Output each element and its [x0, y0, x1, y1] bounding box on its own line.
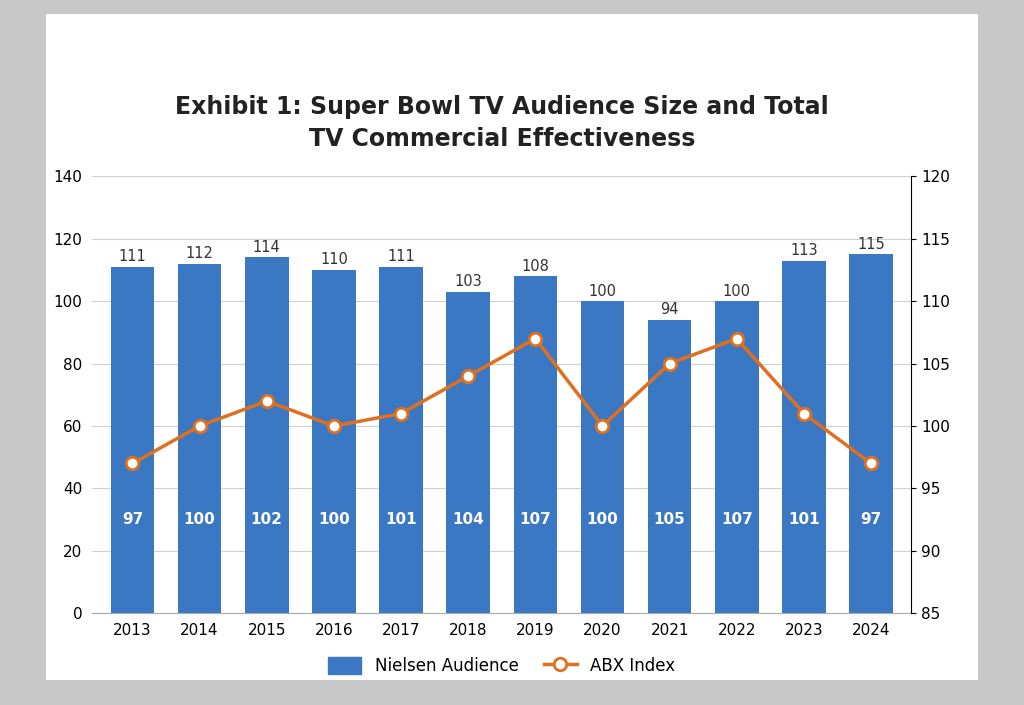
- Bar: [178, 264, 221, 613]
- Text: 107: 107: [721, 513, 753, 527]
- Text: 114: 114: [253, 240, 281, 255]
- Legend: Nielsen Audience, ABX Index: Nielsen Audience, ABX Index: [322, 650, 682, 682]
- Bar: [849, 255, 893, 613]
- Bar: [379, 266, 423, 613]
- Bar: [715, 301, 759, 613]
- Text: 97: 97: [860, 513, 882, 527]
- Bar: [648, 320, 691, 613]
- Text: 94: 94: [660, 302, 679, 317]
- Text: 101: 101: [385, 513, 417, 527]
- Title: Exhibit 1: Super Bowl TV Audience Size and Total
TV Commercial Effectiveness: Exhibit 1: Super Bowl TV Audience Size a…: [175, 95, 828, 151]
- Text: 115: 115: [857, 237, 885, 252]
- Text: 108: 108: [521, 259, 549, 274]
- Bar: [782, 261, 825, 613]
- Text: 100: 100: [183, 513, 215, 527]
- Text: 100: 100: [723, 283, 751, 299]
- Text: 104: 104: [453, 513, 484, 527]
- Text: 112: 112: [185, 246, 214, 261]
- Text: 100: 100: [589, 283, 616, 299]
- Text: 100: 100: [318, 513, 350, 527]
- Bar: [513, 276, 557, 613]
- Text: 97: 97: [122, 513, 143, 527]
- Bar: [245, 257, 289, 613]
- Text: 111: 111: [119, 250, 146, 264]
- Text: 105: 105: [653, 513, 685, 527]
- Text: 111: 111: [387, 250, 415, 264]
- Text: 101: 101: [788, 513, 820, 527]
- Bar: [312, 270, 355, 613]
- Text: 102: 102: [251, 513, 283, 527]
- Text: 100: 100: [587, 513, 618, 527]
- Text: 113: 113: [791, 243, 818, 258]
- Text: 110: 110: [319, 252, 348, 267]
- Text: 103: 103: [455, 274, 482, 289]
- Bar: [581, 301, 625, 613]
- Bar: [111, 266, 155, 613]
- Text: 107: 107: [519, 513, 551, 527]
- Bar: [446, 292, 490, 613]
